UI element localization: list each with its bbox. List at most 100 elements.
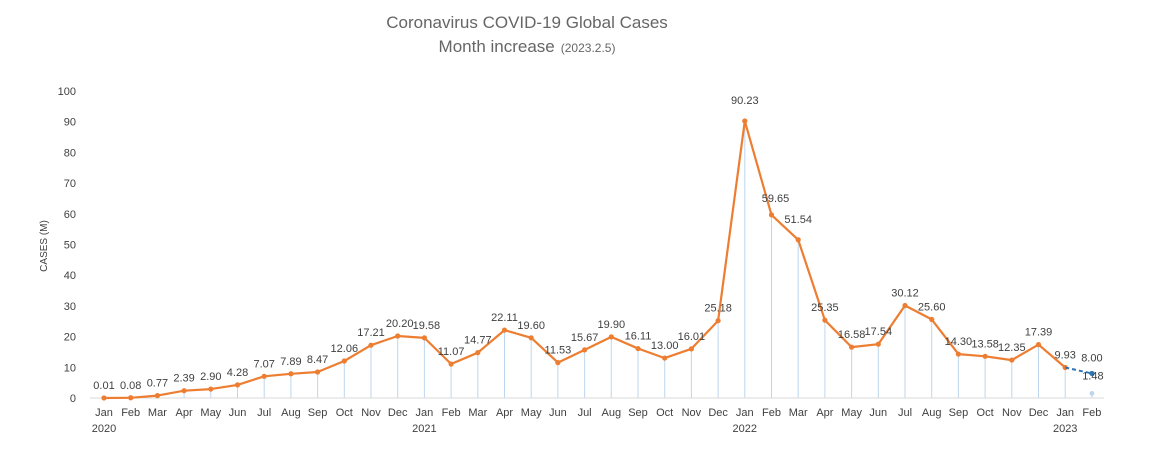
data-label: 8.47	[307, 354, 328, 366]
x-tick-label: May	[521, 407, 542, 419]
data-point	[128, 395, 134, 401]
x-tick-label: Aug	[602, 407, 622, 419]
data-point	[715, 318, 721, 324]
y-tick-label: 30	[64, 301, 76, 313]
data-label: 0.08	[120, 380, 141, 392]
data-label: 15.67	[571, 332, 599, 344]
data-point	[315, 369, 321, 375]
data-label: 13.58	[971, 338, 999, 350]
x-tick-label: Nov	[1002, 407, 1022, 419]
projection-point	[1089, 370, 1095, 377]
x-tick-label: Jul	[898, 407, 912, 419]
data-point	[555, 360, 561, 366]
x-year-label: 2020	[92, 423, 116, 435]
x-tick-label: Sep	[628, 407, 648, 419]
x-tick-label: Oct	[656, 407, 673, 419]
y-tick-label: 80	[64, 147, 76, 159]
data-point	[795, 237, 801, 243]
data-label: 16.11	[625, 331, 652, 343]
data-label: 12.35	[998, 342, 1026, 354]
data-point	[742, 118, 748, 124]
data-point	[288, 371, 294, 377]
x-tick-label: Nov	[361, 407, 381, 419]
x-year-label: 2021	[412, 423, 436, 435]
chart-subtitle-note: (2023.2.5)	[561, 41, 616, 55]
x-tick-label: Apr	[176, 407, 193, 419]
x-tick-label: Dec	[708, 407, 728, 419]
data-point	[902, 302, 908, 309]
x-tick-label: Dec	[388, 407, 408, 419]
chart-subtitle-line: Month increase (2023.2.5)	[439, 37, 616, 56]
data-point	[448, 361, 454, 367]
x-tick-label: Mar	[789, 407, 808, 419]
x-tick-label: Jan	[736, 407, 754, 419]
drop-lines	[130, 120, 1066, 398]
data-label: 14.30	[945, 336, 973, 348]
x-tick-label: Sep	[308, 407, 328, 419]
x-tick-label: Jan	[1056, 407, 1074, 419]
data-point	[154, 393, 160, 399]
y-axis-label: CASES (M)	[39, 220, 50, 272]
data-label: 13.00	[651, 340, 679, 352]
data-label: 14.77	[464, 335, 492, 347]
y-tick-label: 10	[64, 362, 76, 374]
x-tick-label: Feb	[1082, 407, 1101, 419]
data-label: 19.60	[517, 320, 545, 332]
series-points	[101, 118, 1068, 401]
y-tick-label: 90	[64, 117, 76, 129]
data-labels: 0.01 0.08 0.77 2.39 2.90 4.28 7.07 7.89 8.4712.0…	[93, 95, 1103, 392]
data-label: 19.90	[598, 319, 626, 331]
x-tick-label: Jan	[95, 407, 113, 419]
x-tick-label: Jul	[578, 407, 592, 419]
data-point	[608, 334, 614, 340]
projection-line	[1064, 366, 1093, 375]
data-point	[768, 212, 775, 218]
data-point	[688, 346, 695, 352]
data-point	[395, 333, 401, 339]
data-label: 7.07	[253, 358, 274, 370]
x-year-label: 2023	[1053, 423, 1077, 435]
data-point	[875, 341, 881, 347]
x-tick-label: May	[841, 407, 862, 419]
projection	[1064, 366, 1095, 398]
data-point	[475, 350, 481, 356]
data-label: 2.90	[200, 371, 221, 383]
x-axis-ticks: Jan Feb Mar Apr May Jun Jul Aug Sep Oct Nov Dec Jan F…	[95, 407, 1101, 419]
data-point	[234, 382, 241, 388]
data-point	[181, 388, 187, 394]
data-point	[822, 317, 828, 323]
data-label: 16.01	[678, 331, 706, 343]
projection-label: 8.00	[1081, 352, 1102, 364]
data-label: 11.07	[438, 346, 465, 358]
y-tick-label: 70	[64, 178, 76, 190]
data-point	[261, 373, 267, 379]
data-label: 30.12	[891, 288, 919, 300]
data-label: 20.20	[386, 318, 414, 330]
data-point	[929, 316, 935, 323]
data-point	[849, 344, 855, 350]
x-axis-year-labels: 2020 2021 2022 2023	[92, 423, 1078, 435]
x-tick-label: Jun	[229, 407, 247, 419]
data-label: 25.35	[811, 302, 839, 314]
x-year-label: 2022	[733, 423, 757, 435]
data-point	[1009, 357, 1015, 363]
x-tick-label: Feb	[442, 407, 461, 419]
data-label: 59.65	[762, 193, 790, 205]
x-tick-label: Aug	[922, 407, 942, 419]
chart-title: Coronavirus COVID-19 Global Cases	[386, 13, 668, 32]
x-tick-label: Feb	[762, 407, 781, 419]
data-label: 4.28	[227, 367, 248, 379]
data-label: 2.39	[173, 373, 194, 385]
y-tick-label: 20	[64, 332, 76, 344]
y-tick-label: 60	[64, 209, 76, 221]
y-tick-label: 40	[64, 270, 76, 282]
x-tick-label: Nov	[682, 407, 702, 419]
x-tick-label: Apr	[496, 407, 513, 419]
x-tick-label: Jul	[257, 407, 271, 419]
data-label: 0.77	[147, 378, 168, 390]
data-point	[955, 351, 962, 357]
x-tick-label: Sep	[949, 407, 969, 419]
x-tick-label: Jun	[869, 407, 887, 419]
